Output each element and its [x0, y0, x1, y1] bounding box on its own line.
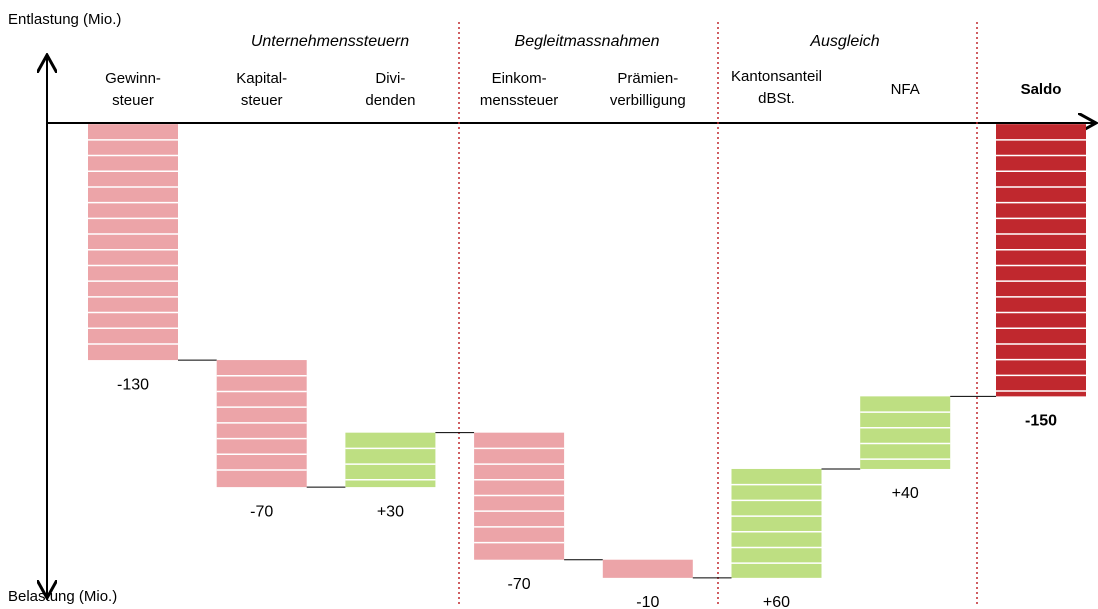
value-label: +30 — [377, 503, 404, 520]
value-label: -130 — [117, 376, 149, 393]
bar — [731, 468, 822, 578]
x-tick-label: steuer — [241, 92, 283, 109]
value-label: +60 — [763, 594, 790, 609]
x-tick-label: Divi- — [375, 70, 405, 87]
x-tick-label: Gewinn- — [105, 70, 161, 87]
bar — [860, 396, 951, 469]
value-label: -70 — [508, 576, 531, 593]
bar — [996, 124, 1086, 397]
x-tick-label: denden — [365, 92, 415, 109]
group-label: Unternehmenssteuern — [251, 33, 409, 50]
y-label-bottom: Belastung (Mio.) — [8, 588, 117, 605]
value-label: +40 — [892, 485, 919, 502]
group-label: Begleitmassnahmen — [515, 33, 660, 50]
x-tick-label: verbilligung — [610, 92, 686, 109]
x-tick-label: steuer — [112, 92, 154, 109]
bar — [602, 559, 693, 578]
group-label: Ausgleich — [809, 33, 879, 50]
x-tick-label: menssteuer — [480, 92, 558, 109]
value-label: -70 — [250, 503, 273, 520]
x-tick-label: Kapital- — [236, 70, 287, 87]
x-tick-label: Prämien- — [617, 70, 678, 87]
separators — [458, 22, 978, 604]
y-label-top: Entlastung (Mio.) — [8, 11, 121, 28]
x-tick-label: dBSt. — [758, 90, 795, 107]
x-tick-label: Einkom- — [492, 70, 547, 87]
bar — [345, 432, 436, 488]
value-label: -150 — [1025, 413, 1057, 430]
x-tick-label: Kantonsanteil — [731, 68, 822, 85]
x-tick-label: Saldo — [1021, 81, 1062, 98]
bar — [88, 124, 178, 361]
x-tick-label: NFA — [891, 81, 920, 98]
value-label: -10 — [636, 594, 659, 609]
